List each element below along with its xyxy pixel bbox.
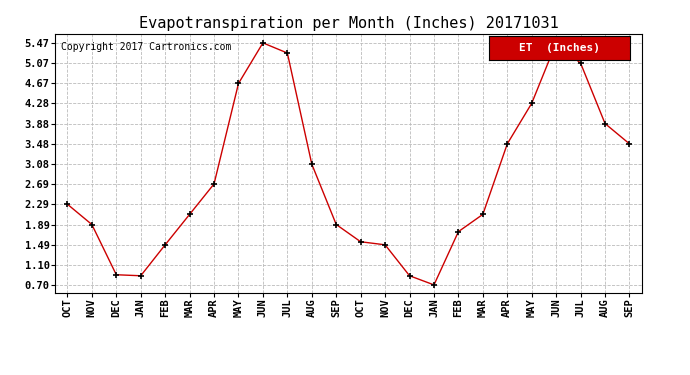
Title: Evapotranspiration per Month (Inches) 20171031: Evapotranspiration per Month (Inches) 20… [139,16,558,31]
Text: Copyright 2017 Cartronics.com: Copyright 2017 Cartronics.com [61,42,231,51]
